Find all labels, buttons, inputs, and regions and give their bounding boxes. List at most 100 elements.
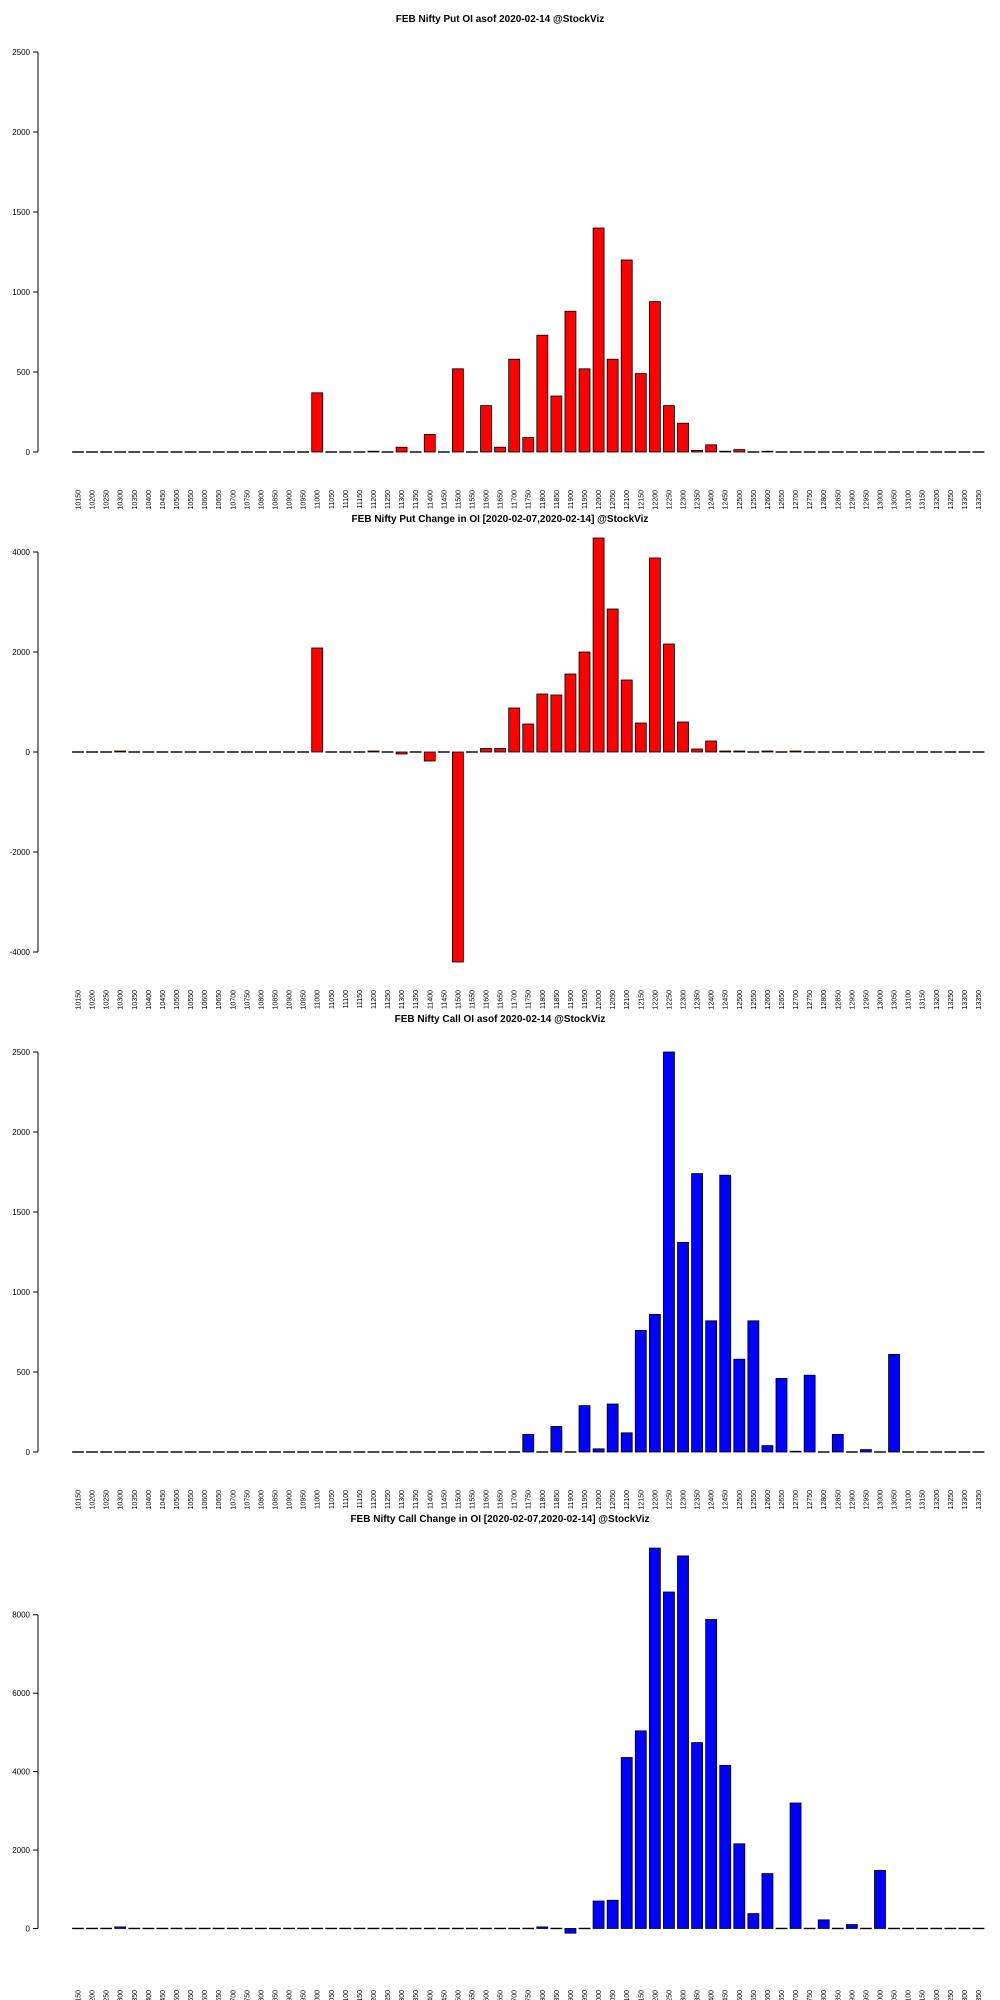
chart-panel-4: FEB Nifty Call Change in OI [2020-02-07,…	[12, 1514, 985, 2000]
x-tick-label: 12350	[695, 1490, 702, 1510]
bar	[311, 1451, 324, 1453]
x-tick-label: 11200	[371, 990, 378, 1009]
x-tick-label: 13100	[906, 990, 913, 1010]
x-tick-label: 10700	[230, 1990, 237, 2000]
x-tick-label: 12500	[737, 990, 744, 1010]
x-tick-label: 11400	[427, 1490, 434, 1509]
bar	[958, 751, 971, 753]
x-tick-label: 10350	[132, 1490, 139, 1510]
x-tick-label: 10800	[258, 490, 265, 510]
x-tick-label: 12900	[849, 990, 856, 1010]
bar	[494, 446, 507, 453]
bar	[184, 751, 197, 753]
bar	[860, 751, 872, 753]
x-tick-label: 11100	[343, 990, 350, 1009]
bar	[564, 310, 577, 453]
y-tick-label: 1000	[12, 288, 30, 297]
bar	[789, 750, 802, 753]
bar	[353, 1451, 366, 1453]
x-tick-label: 11400	[427, 1990, 434, 2000]
x-tick-label: 11700	[512, 990, 519, 1009]
bar	[747, 751, 760, 753]
x-tick-label: 13250	[948, 490, 955, 510]
y-tick-label: -2000	[10, 848, 31, 857]
x-tick-label: 11300	[399, 1490, 406, 1509]
x-tick-label: 13350	[976, 490, 983, 510]
bar	[522, 1927, 535, 1930]
x-tick-label: 13350	[976, 990, 983, 1010]
y-tick-label: 1000	[12, 1288, 30, 1297]
bar	[663, 1591, 675, 1929]
bar	[972, 451, 985, 453]
x-tick-label: 12000	[596, 990, 603, 1010]
x-tick-label: 11400	[427, 490, 434, 509]
x-tick-label: 11300	[399, 990, 406, 1009]
bar	[860, 1927, 872, 1930]
bar	[437, 1927, 450, 1930]
x-tick-label: 11500	[455, 1990, 462, 2000]
x-tick-label: 12100	[624, 1990, 631, 2000]
bar	[564, 1451, 577, 1453]
x-tick-label: 10900	[287, 1490, 294, 1510]
y-tick-label: 0	[26, 448, 31, 457]
x-tick-label: 11700	[512, 1990, 519, 2000]
y-tick-label: 500	[17, 368, 31, 377]
bar	[620, 679, 633, 753]
x-tick-label: 10950	[301, 990, 308, 1010]
bar	[508, 1927, 521, 1930]
bar	[620, 1757, 633, 1929]
bar	[311, 392, 324, 453]
bar	[719, 450, 732, 453]
bar	[86, 751, 98, 753]
x-tick-label: 10300	[118, 1490, 125, 1510]
x-tick-label: 10700	[230, 490, 237, 510]
bar	[972, 751, 985, 753]
x-tick-label: 12550	[751, 1490, 758, 1510]
x-tick-label: 13100	[906, 1490, 913, 1510]
bar	[170, 1927, 183, 1930]
x-tick-label: 13150	[920, 490, 927, 510]
bar	[72, 1927, 84, 1930]
bar	[395, 1451, 408, 1453]
x-tick-label: 11150	[357, 990, 364, 1009]
bar	[114, 1451, 127, 1453]
x-tick-label: 11350	[413, 1990, 420, 2000]
x-tick-label: 13000	[877, 490, 884, 510]
x-tick-label: 12300	[681, 990, 688, 1010]
bar	[100, 451, 113, 453]
bar	[775, 1927, 788, 1930]
bar	[297, 1927, 310, 1930]
bar	[437, 751, 450, 753]
x-tick-label: 11050	[329, 1990, 336, 2000]
bar	[353, 751, 366, 753]
bar	[606, 1899, 619, 1929]
x-tick-label: 12350	[695, 1990, 702, 2000]
bar	[606, 358, 619, 453]
bar	[578, 1927, 591, 1930]
x-tick-label: 11350	[413, 990, 420, 1009]
bar	[198, 1927, 211, 1930]
bar	[719, 1764, 732, 1929]
x-tick-label: 12000	[596, 1490, 603, 1510]
bar	[212, 751, 225, 753]
bar	[733, 1358, 746, 1453]
bar	[240, 451, 253, 453]
x-tick-label: 11800	[540, 490, 547, 509]
x-tick-label: 11250	[385, 990, 392, 1009]
bar	[691, 449, 703, 453]
y-tick-label: 2000	[12, 1846, 30, 1855]
chart-panel-2: FEB Nifty Put Change in OI [2020-02-07,2…	[10, 514, 985, 1010]
x-tick-label: 12050	[610, 990, 617, 1010]
bar	[536, 1451, 549, 1453]
x-tick-label: 11300	[399, 1990, 406, 2000]
x-tick-label: 10750	[244, 490, 251, 510]
bar	[128, 751, 141, 753]
x-tick-label: 11250	[385, 490, 392, 509]
x-tick-label: 12750	[807, 990, 814, 1010]
x-tick-label: 11600	[484, 1490, 491, 1509]
bar	[705, 1619, 718, 1929]
x-tick-label: 12800	[821, 1990, 828, 2000]
bar	[367, 750, 380, 753]
bar	[325, 751, 338, 753]
x-tick-label: 12550	[751, 1990, 758, 2000]
